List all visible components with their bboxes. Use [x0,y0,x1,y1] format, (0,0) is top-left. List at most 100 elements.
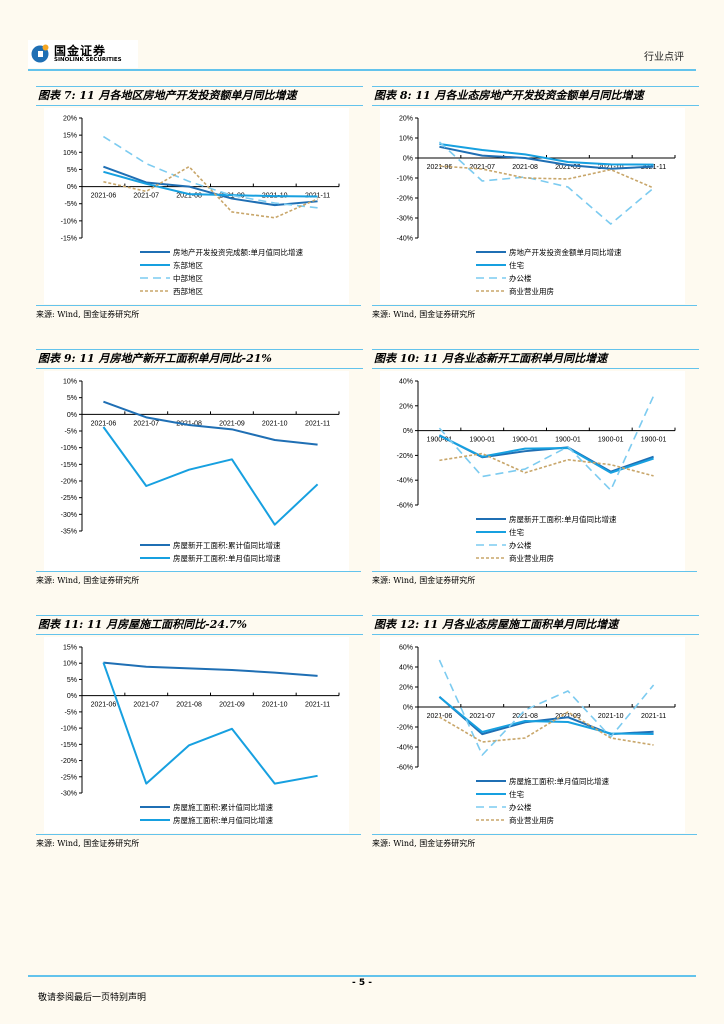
brand-logo: 国金证券 SINOLINK SECURITIES [28,40,138,68]
series-line-1 [438,434,654,474]
legend-label: 商业营业用房 [509,553,554,563]
y-tick-label: -5% [65,201,77,208]
disclaimer-text: 敬请参阅最后一页特别声明 [38,993,147,1003]
series-line-3 [439,711,654,746]
chart-container: -60% -40% -20% 0% 20% 40% 60% 2021-06 2021-07 202… [380,637,685,833]
x-tick-label: 2021-09 [219,702,245,709]
series-line-2 [438,395,655,491]
x-tick-label: 2021-08 [512,713,538,720]
series-line-0 [439,145,654,170]
y-tick-label: -20% [61,758,77,765]
y-tick-label: 5% [67,167,77,174]
figure-title: 图表 10: 11 月各业态新开工面积单月同比增速 [372,349,699,369]
y-tick-label: -15% [61,742,77,749]
legend-label: 商业营业用房 [509,286,554,296]
y-tick-label: 0% [403,428,413,435]
y-tick-label: 20% [399,116,413,123]
series-line-2 [438,659,655,756]
y-tick-label: -20% [397,196,413,203]
series-line-3 [439,165,654,189]
series-line-2 [102,135,318,209]
y-tick-label: 0% [67,184,77,191]
document-type: 行业点评 [644,52,684,63]
y-tick-label: -60% [397,503,413,510]
page-header: 国金证券 SINOLINK SECURITIES 行业点评 [0,0,724,80]
legend-label: 办公楼 [509,802,532,812]
legend-label: 房屋施工面积:单月值同比增速 [173,815,274,825]
legend-label: 房地产开发投资完成额:单月值同比增速 [173,247,304,257]
legend-label: 房屋新开工面积:单月值同比增速 [173,553,281,563]
series-line-1 [103,170,318,198]
series-line-3 [439,452,654,477]
x-tick-label: 2021-11 [305,420,330,427]
chart-container: -30% -25% -20% -15% -10% -5% 0% 5% 10% 15% 2021-06… [44,637,349,833]
y-tick-label: -30% [61,791,77,798]
x-tick-label: 2021-07 [133,193,159,200]
legend-label: 办公楼 [509,540,532,550]
x-tick-label: 2021-10 [262,702,288,709]
x-tick-label: 2021-08 [176,702,202,709]
sinolink-logo-icon [31,44,49,63]
y-tick-label: -40% [397,478,413,485]
y-tick-label: 15% [63,133,77,140]
x-tick-label: 2021-06 [91,420,117,427]
legend-label: 房屋施工面积:累计值同比增速 [173,802,274,812]
y-tick-label: 5% [67,677,77,684]
line-chart: -40% -30% -20% -10% 0% 10% 20% 2021-06 2021-07 20… [397,116,676,296]
footer-divider [28,975,696,977]
x-tick-label: 1900-01 [555,437,581,444]
x-tick-label: 2021-11 [641,713,666,720]
figure-12: 图表 12: 11 月各业态房屋施工面积单月同比增速 -60% -40% -20% 0… [372,615,699,855]
legend-label: 房屋新开工面积:单月值同比增速 [509,514,617,524]
y-tick-label: 10% [63,661,77,668]
chart-container: -15% -10% -5% 0% 5% 10% 15% 20% 2021-06 2021-07 20… [44,108,349,304]
y-tick-label: 40% [399,665,413,672]
figure-source: 来源: Wind, 国金证券研究所 [372,305,697,320]
x-tick-label: 2021-10 [262,420,288,427]
legend-label: 房屋新开工面积:累计值同比增速 [173,540,281,550]
y-tick-label: -5% [65,429,77,436]
y-tick-label: 0% [403,705,413,712]
x-tick-label: 1900-01 [641,437,667,444]
y-tick-label: 10% [399,136,413,143]
y-tick-label: -10% [61,726,77,733]
chart-container: -60% -40% -20% 0% 20% 40% 1900-01 1900-01 1900-0… [380,371,685,571]
x-tick-label: 2021-07 [133,702,159,709]
y-tick-label: 20% [399,685,413,692]
y-tick-label: -20% [397,725,413,732]
y-tick-label: -25% [61,495,77,502]
x-tick-label: 2021-06 [427,713,453,720]
x-tick-label: 2021-10 [598,164,624,171]
chart-container: -40% -30% -20% -10% 0% 10% 20% 2021-06 2021-07 20… [380,108,685,304]
x-tick-label: 2021-11 [305,193,330,200]
x-tick-label: 2021-07 [469,713,495,720]
series-line-0 [103,400,318,446]
y-tick-label: -30% [61,512,77,519]
x-tick-label: 2021-06 [91,193,117,200]
legend-label: 房屋施工面积:单月值同比增速 [509,776,610,786]
x-tick-label: 1900-01 [469,437,495,444]
x-tick-label: 2021-10 [598,713,624,720]
header-divider [28,69,696,71]
x-tick-label: 1900-01 [598,437,624,444]
x-tick-label: 2021-07 [133,420,159,427]
legend-label: 住宅 [509,260,524,270]
figure-7: 图表 7: 11 月各地区房地产开发投资额单月同比增速 -15% -10% -5% 0… [36,86,363,326]
y-tick-label: 40% [399,379,413,386]
series-line-1 [102,662,318,785]
figure-title: 图表 9: 11 月房地产新开工面积单月同比-21% [36,349,363,369]
y-tick-label: -25% [61,774,77,781]
series-line-1 [102,426,319,526]
series-line-1 [438,696,654,735]
figure-title: 图表 8: 11 月各业态房地产开发投资金额单月同比增速 [372,86,699,106]
x-tick-label: 2021-11 [305,702,330,709]
series-line-3 [103,165,318,219]
x-tick-label: 2021-09 [219,420,245,427]
series-line-0 [103,661,318,677]
brand-name-cn: 国金证券 [54,44,107,58]
y-tick-label: -35% [61,529,77,536]
y-tick-label: -15% [61,236,77,243]
y-tick-label: 20% [63,116,77,123]
figure-title: 图表 12: 11 月各业态房屋施工面积单月同比增速 [372,615,699,635]
figure-9: 图表 9: 11 月房地产新开工面积单月同比-21% -35% -30% -25% -… [36,349,363,589]
